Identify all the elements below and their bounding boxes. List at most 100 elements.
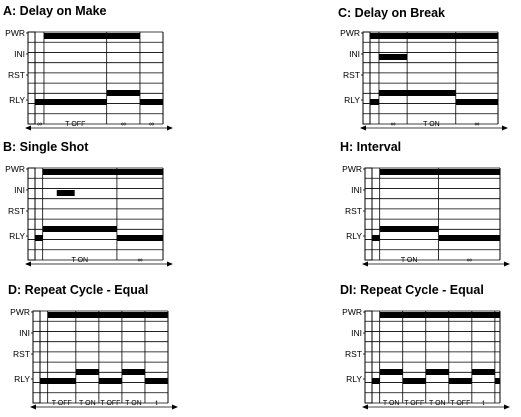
signal-label-ini: INI [19, 328, 30, 338]
rly-pulse [471, 369, 495, 375]
signal-label-ini: INI [14, 49, 25, 59]
timing-diagram: PWR INI RST RLY ∞ T OFF ∞ ∞ [5, 28, 173, 131]
signal-label-ini: INI [14, 185, 25, 195]
signal-label-rst: RST [345, 206, 362, 216]
signal-label-ini: INI [349, 49, 360, 59]
arrow-right-icon [172, 404, 178, 410]
pwr-pulse [47, 312, 168, 318]
panel-single-shot: B: Single Shot PWR INI RST RLY T ON ∞ [3, 140, 183, 270]
arrow-left-icon [30, 404, 36, 410]
panel-interval: H: Interval PWR INI RST RLY T ON ∞ [340, 140, 520, 270]
pwr-pulse [42, 169, 163, 175]
rly-pulse [448, 378, 472, 384]
rly-pulse [402, 378, 426, 384]
lead-box [27, 31, 36, 125]
arrow-right-icon [504, 404, 510, 410]
signal-label-rly: RLY [346, 231, 362, 241]
pwr-pulse [379, 169, 500, 175]
signal-label-rly: RLY [9, 95, 25, 105]
panel-delay-on-break: C: Delay on Break PWR INI RST RLY ∞ T ON ∞ [338, 6, 518, 134]
signal-label-rly: RLY [14, 374, 30, 384]
segment-label: ∞ [391, 121, 396, 128]
arrow-right-icon [167, 261, 173, 267]
rly-pulse [378, 90, 456, 96]
signal-label-pwr: PWR [5, 164, 25, 174]
rly-pulse [42, 226, 117, 232]
pwr-pulse [43, 33, 140, 39]
signal-label-pwr: PWR [10, 307, 30, 317]
arrow-right-icon [504, 261, 510, 267]
panel-repeat-cycle-equal-inverted: DI: Repeat Cycle - Equal PWR INI RST RLY T O… [340, 283, 520, 410]
signal-label-rly: RLY [344, 95, 360, 105]
segment-label: T OFF [450, 400, 470, 407]
arrow-left-icon [362, 261, 368, 267]
pwr-pulse [379, 312, 500, 318]
signal-label-pwr: PWR [340, 28, 360, 38]
ini-pulse [378, 54, 408, 60]
segment-label: ∞ [467, 257, 472, 264]
rly-pulse [98, 378, 122, 384]
segment-label: T OFF [52, 400, 72, 407]
panel-repeat-cycle-equal: D: Repeat Cycle - Equal PWR INI RST RLY T OF… [8, 283, 186, 410]
signal-label-pwr: PWR [342, 307, 362, 317]
rly-pulse [139, 99, 163, 105]
signal-label-rly: RLY [346, 374, 362, 384]
rly-pulse [494, 378, 500, 384]
signal-label-rst: RST [8, 206, 25, 216]
segment-label: t [156, 400, 158, 407]
lead-box [32, 310, 41, 404]
timing-diagram: PWR INI RST RLY ∞ T ON ∞ [340, 28, 508, 131]
timing-diagram: PWR INI RST RLY T OFF T ON T OFF T ON t [10, 307, 178, 410]
segment-label: T OFF [100, 400, 120, 407]
lead-box [362, 31, 371, 125]
segment-label: ∞ [474, 121, 479, 128]
arrow-left-icon [362, 404, 368, 410]
rly-pulse [75, 369, 99, 375]
segment-label: T ON [401, 257, 418, 264]
lead-box [364, 310, 373, 404]
arrow-right-icon [167, 125, 173, 131]
segment-label: T ON [423, 121, 440, 128]
rly-pulse [47, 378, 76, 384]
signal-label-ini: INI [351, 328, 362, 338]
timing-diagram: PWR INI RST RLY T ON T OFF T ON T OFF t [342, 307, 510, 410]
segment-label: ∞ [149, 121, 154, 128]
signal-label-rst: RST [8, 70, 25, 80]
segment-label: T ON [79, 400, 96, 407]
panel-title: H: Interval [340, 140, 402, 154]
signal-label-pwr: PWR [5, 28, 25, 38]
rly-pulse [425, 369, 449, 375]
rly-pulse [438, 235, 500, 241]
rly-pulse [372, 235, 380, 241]
arrow-left-icon [25, 125, 31, 131]
segment-label: T ON [71, 257, 88, 264]
panel-delay-on-make: A: Delay on Make PWR INI RST RLY ∞ T OFF ∞ ∞ [3, 4, 183, 134]
segment-label: T ON [125, 400, 142, 407]
signal-label-rst: RST [345, 349, 362, 359]
segment-label: T ON [429, 400, 446, 407]
timing-diagram: PWR INI RST RLY T ON ∞ [5, 164, 173, 267]
signal-label-rly: RLY [9, 231, 25, 241]
segment-label: ∞ [137, 257, 142, 264]
rly-pulse [116, 235, 163, 241]
panel-title: DI: Repeat Cycle - Equal [340, 283, 484, 297]
rly-pulse [144, 378, 168, 384]
rly-pulse [106, 90, 140, 96]
panel-title: C: Delay on Break [338, 6, 445, 20]
rly-pulse [35, 235, 43, 241]
panel-title: B: Single Shot [3, 140, 89, 154]
rly-pulse [35, 99, 107, 105]
segment-label: T ON [383, 400, 400, 407]
panel-title: D: Repeat Cycle - Equal [8, 283, 149, 297]
signal-label-pwr: PWR [342, 164, 362, 174]
rly-pulse [370, 99, 379, 105]
segment-label: t [482, 400, 484, 407]
panel-title: A: Delay on Make [3, 4, 107, 18]
arrow-left-icon [360, 125, 366, 131]
rly-pulse [379, 369, 403, 375]
signal-label-rst: RST [13, 349, 30, 359]
lead-box [364, 167, 373, 261]
segment-label: ∞ [37, 121, 42, 128]
signal-label-ini: INI [351, 185, 362, 195]
rly-pulse [372, 378, 380, 384]
